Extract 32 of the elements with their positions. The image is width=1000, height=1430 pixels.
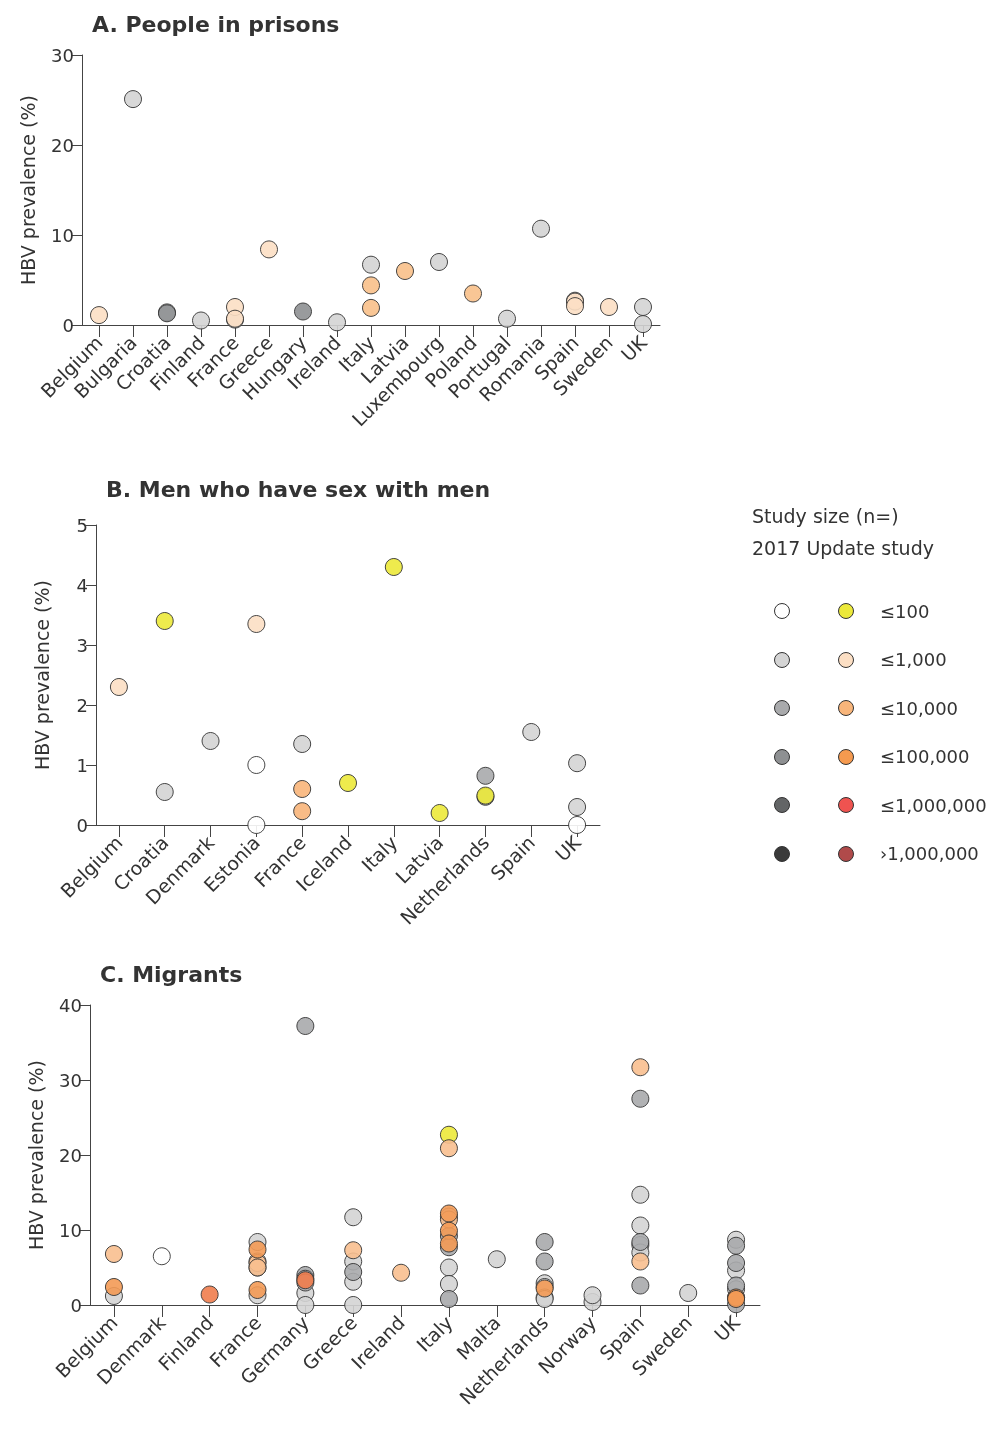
chart-title: A. People in prisons (92, 11, 340, 37)
x-tick-label: UK (616, 330, 652, 366)
y-tick-label: 10 (59, 1219, 82, 1241)
y-tick-label: 40 (59, 994, 82, 1016)
y-tick-label: 30 (59, 1069, 82, 1091)
y-tick-label: 30 (51, 44, 74, 66)
y-tick-label: 1 (76, 754, 88, 776)
y-tick-label: 2 (76, 694, 88, 716)
y-tick-label: 10 (51, 224, 74, 246)
legend-label: ≤1,000,000 (880, 794, 987, 816)
legend-label: ≤1,000 (880, 649, 947, 671)
y-tick-label: 4 (76, 574, 88, 596)
y-tick-label: 0 (76, 814, 88, 836)
x-tick-label: UK (550, 830, 586, 866)
x-tick-label: UK (709, 1310, 745, 1346)
y-axis-title: HBV prevalence (%) (30, 580, 53, 770)
y-tick-label: 0 (62, 314, 74, 336)
legend-label: ›1,000,000 (880, 843, 979, 865)
legend-label: ≤100,000 (880, 746, 970, 768)
y-tick-label: 20 (51, 134, 74, 156)
y-axis-title: HBV prevalence (%) (24, 1060, 47, 1250)
chart-title: C. Migrants (100, 961, 243, 987)
chart-title: B. Men who have sex with men (106, 476, 491, 502)
text: 2017 Update study (752, 537, 935, 559)
y-axis-title: HBV prevalence (%) (16, 95, 39, 285)
y-tick-label: 3 (76, 634, 88, 656)
legend-title: Study size (n=) (752, 505, 900, 527)
legend-label: ≤100 (880, 600, 930, 622)
y-tick-label: 0 (70, 1294, 82, 1316)
y-tick-label: 20 (59, 1144, 82, 1166)
y-tick-label: 5 (76, 514, 88, 536)
legend-label: ≤10,000 (880, 697, 959, 719)
